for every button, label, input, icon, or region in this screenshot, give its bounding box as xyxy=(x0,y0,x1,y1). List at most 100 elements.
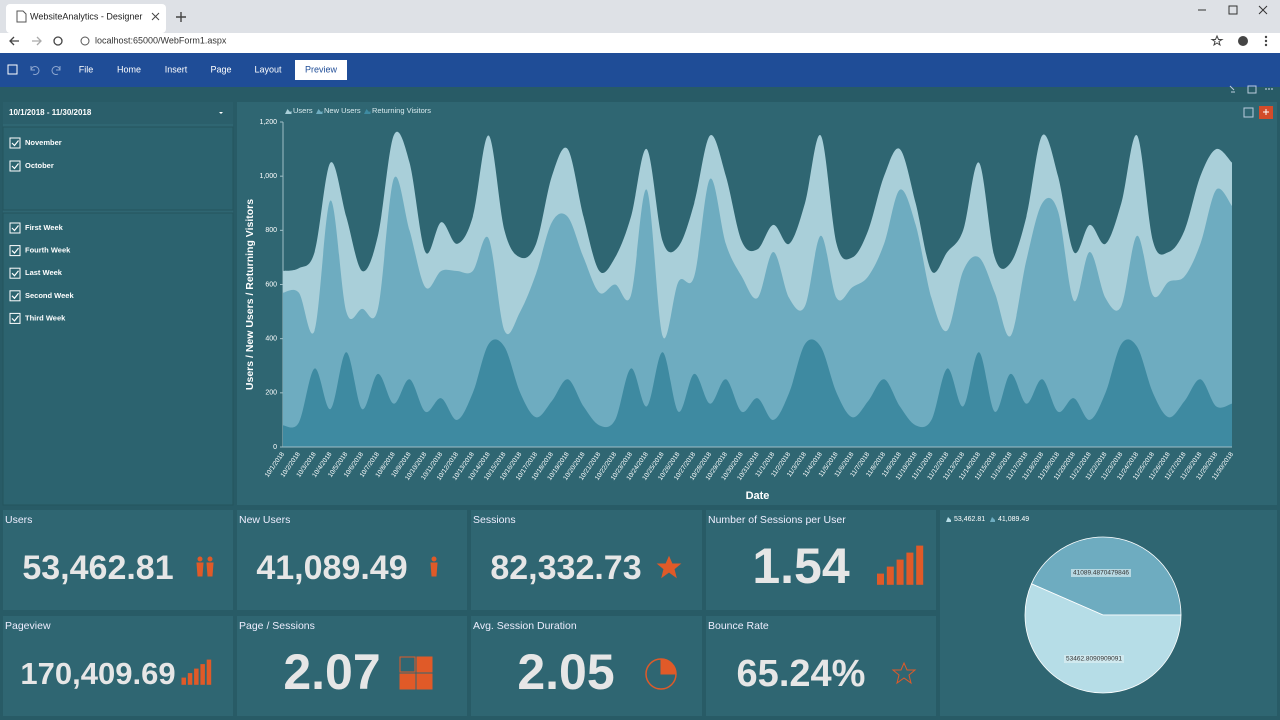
kpi-icon xyxy=(196,556,214,577)
kpi-value: 41,089.49 xyxy=(256,549,407,587)
forward[interactable] xyxy=(32,36,42,46)
check-mark xyxy=(11,315,19,322)
bookmark[interactable] xyxy=(1210,34,1224,47)
icon-part xyxy=(660,658,677,675)
toolbar xyxy=(0,33,1280,53)
pie-label: 41089.4870479846 xyxy=(1073,570,1129,577)
date-filter[interactable] xyxy=(3,102,233,124)
filter-item[interactable]: Last Week xyxy=(25,268,63,277)
reload-dashboard[interactable] xyxy=(1229,85,1235,93)
icon-part xyxy=(916,545,924,585)
kpi-card xyxy=(3,510,233,610)
kpi-value: 65.24% xyxy=(737,653,866,695)
y-tick-label: 0 xyxy=(273,444,277,451)
new-tab[interactable] xyxy=(176,12,186,22)
kpi-value: 1.54 xyxy=(752,538,850,594)
week-list xyxy=(2,212,234,506)
checkbox[interactable] xyxy=(9,222,21,234)
checkbox[interactable] xyxy=(9,245,21,257)
icon-part xyxy=(416,656,433,673)
ribbon-tab[interactable]: Preview xyxy=(305,64,338,74)
back[interactable] xyxy=(9,36,19,46)
checkbox[interactable] xyxy=(9,137,21,149)
undo[interactable] xyxy=(30,66,40,75)
kpi-title: Avg. Session Duration xyxy=(473,620,577,632)
filter-item[interactable]: November xyxy=(25,138,62,147)
y-tick-label: 1,200 xyxy=(259,119,277,126)
kpi-icon xyxy=(656,555,682,579)
ribbon-tab[interactable]: Page xyxy=(210,64,231,74)
legend-entry[interactable]: Returning Visitors xyxy=(372,106,431,115)
kpi-icon xyxy=(891,661,917,685)
kpi-icon xyxy=(430,556,438,577)
y-tick-label: 1,000 xyxy=(259,173,277,180)
tab-close[interactable] xyxy=(151,12,160,21)
profile[interactable] xyxy=(1238,36,1248,46)
check-mark xyxy=(11,225,19,232)
icon-part xyxy=(906,552,914,585)
icon-part xyxy=(886,566,894,585)
icon-part xyxy=(430,562,438,577)
save[interactable] xyxy=(7,64,18,75)
filter-item[interactable]: Second Week xyxy=(25,291,74,300)
legend-entry[interactable]: Users xyxy=(293,106,313,115)
menu[interactable] xyxy=(1264,35,1268,47)
ribbon-tab[interactable]: Insert xyxy=(165,64,188,74)
kpi-icon xyxy=(645,658,677,690)
icon-part xyxy=(181,677,186,685)
site-info[interactable] xyxy=(80,36,90,46)
maximize[interactable] xyxy=(1228,5,1238,15)
close-window[interactable] xyxy=(1258,5,1268,15)
more[interactable] xyxy=(1265,88,1273,90)
label-box xyxy=(1071,569,1131,577)
icon-part xyxy=(187,673,193,685)
icon-part xyxy=(206,659,212,685)
legend-entry[interactable]: 53,462.81 xyxy=(954,516,985,523)
icon-part xyxy=(207,556,213,562)
icon-part xyxy=(416,673,433,690)
icon-part xyxy=(200,664,205,685)
drill-icon xyxy=(1263,109,1269,115)
pie-slice[interactable] xyxy=(1024,583,1182,694)
filter-item[interactable]: First Week xyxy=(25,223,64,232)
area-series xyxy=(283,176,1232,447)
ribbon-tab[interactable]: File xyxy=(79,64,94,74)
filter-item[interactable]: Fourth Week xyxy=(25,246,71,255)
kpi-icon xyxy=(181,659,212,685)
date-range: 10/1/2018 - 11/30/2018 xyxy=(9,108,92,117)
label-box xyxy=(1064,655,1124,663)
ribbon-tab[interactable]: Home xyxy=(117,64,141,74)
kpi-title: Number of Sessions per User xyxy=(708,514,846,526)
kpi-value: 2.07 xyxy=(283,644,380,700)
icon-part xyxy=(196,562,214,577)
icon-part xyxy=(656,555,682,579)
checkbox[interactable] xyxy=(9,267,21,279)
legend-icon[interactable] xyxy=(316,109,323,114)
checkbox[interactable] xyxy=(9,312,21,324)
tab-title: WebsiteAnalytics - Designer xyxy=(30,11,142,21)
reload[interactable] xyxy=(53,36,63,46)
legend-icon[interactable] xyxy=(285,109,292,114)
filter-item[interactable]: October xyxy=(25,161,54,170)
redo[interactable] xyxy=(51,66,61,75)
maximize-chart[interactable] xyxy=(1243,107,1254,118)
checkbox[interactable] xyxy=(9,160,21,172)
icon-part xyxy=(197,556,203,562)
active-tab xyxy=(295,60,347,80)
legend-icon[interactable] xyxy=(946,517,951,522)
tab[interactable] xyxy=(6,4,166,33)
legend-entry[interactable]: 41,089.49 xyxy=(998,516,1029,523)
y-tick-label: 800 xyxy=(265,227,277,234)
kpi-value: 82,332.73 xyxy=(490,549,641,587)
address[interactable]: localhost:65000/WebForm1.aspx xyxy=(95,35,227,45)
legend-icon[interactable] xyxy=(364,109,371,114)
legend-entry[interactable]: New Users xyxy=(324,106,361,115)
kpi-title: Page / Sessions xyxy=(239,620,315,632)
checkbox[interactable] xyxy=(9,290,21,302)
export[interactable] xyxy=(1247,85,1257,94)
dropdown-arrow[interactable] xyxy=(219,112,223,114)
legend-icon[interactable] xyxy=(990,517,995,522)
filter-item[interactable]: Third Week xyxy=(25,313,66,322)
ribbon-tab[interactable]: Layout xyxy=(254,64,282,74)
